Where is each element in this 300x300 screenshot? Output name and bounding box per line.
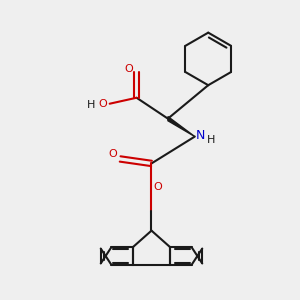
- Text: H: H: [87, 100, 95, 110]
- Text: O: O: [99, 99, 107, 109]
- Polygon shape: [168, 117, 195, 136]
- Text: O: O: [125, 64, 134, 74]
- Text: O: O: [154, 182, 162, 192]
- Text: O: O: [108, 148, 117, 159]
- Text: N: N: [196, 129, 205, 142]
- Text: H: H: [207, 134, 215, 145]
